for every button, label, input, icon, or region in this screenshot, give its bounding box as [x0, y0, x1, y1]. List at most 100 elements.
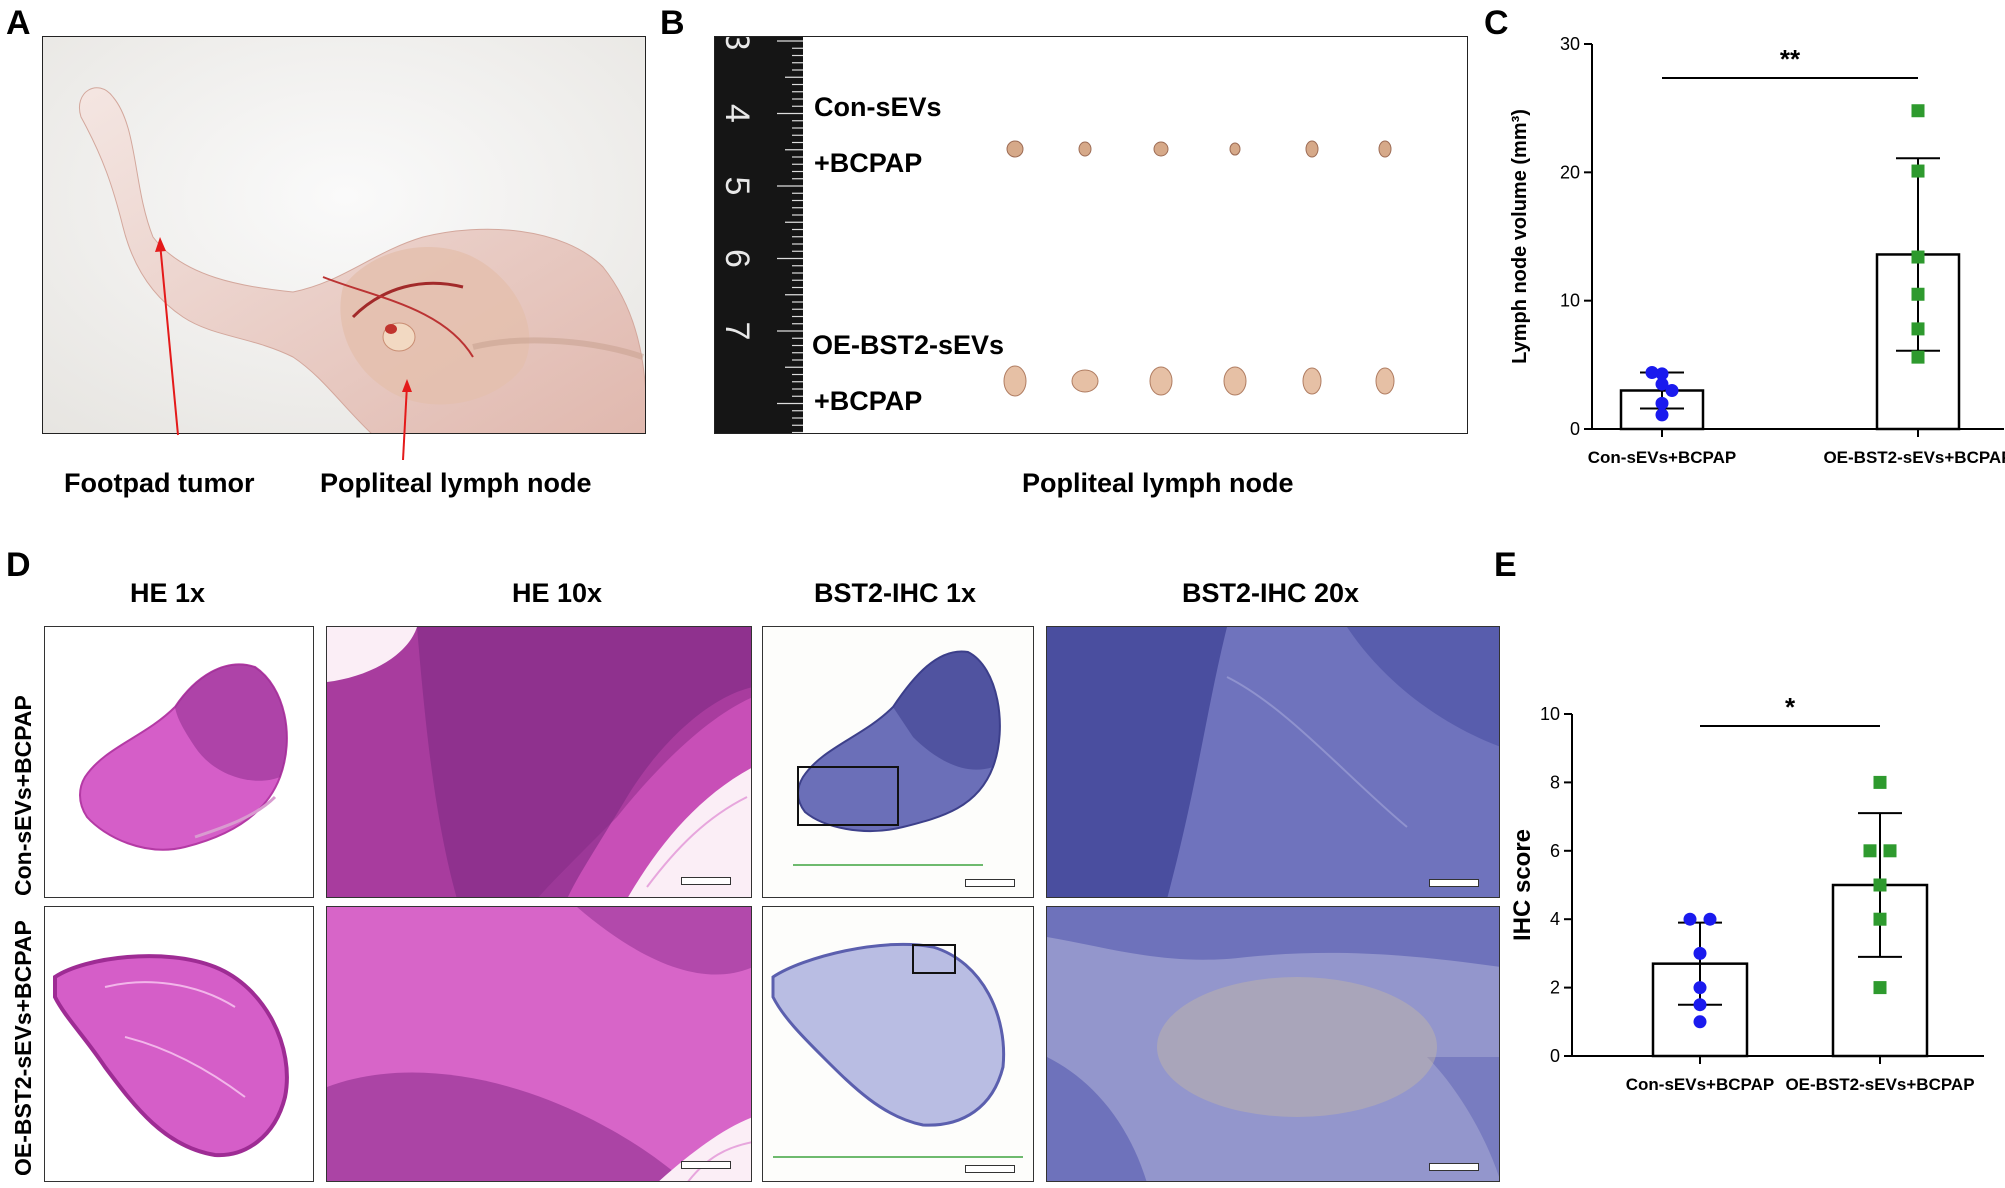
- footpad-tumor-label: Footpad tumor: [64, 468, 255, 498]
- x-category-label: Con-sEVs+BCPAP: [1588, 448, 1736, 467]
- he-10x-oe: [326, 906, 752, 1182]
- y-tick-label: 0: [1570, 419, 1580, 439]
- data-point-oe: [1911, 322, 1925, 336]
- row-label-oe-container: OE-BST2-sEVs+BCPAP: [6, 906, 36, 1176]
- chart-lymph-node-volume: 0 10 20 30 Lymph node volume (mm³) Con-sEVs+B…: [1509, 34, 2005, 467]
- data-point-con: [1693, 946, 1707, 960]
- data-point-oe: [1911, 250, 1925, 264]
- data-point-con: [1655, 367, 1669, 381]
- scale-bar: [681, 877, 731, 885]
- data-point-con: [1645, 366, 1659, 380]
- x-category-label: OE-BST2-sEVs+BCPAP: [1823, 448, 2005, 467]
- data-point-oe: [1883, 844, 1897, 858]
- panel-b-caption: Popliteal lymph node: [1022, 468, 1294, 498]
- y-tick-label: 10: [1560, 291, 1580, 311]
- ruler: 3 4 5 6 7: [715, 37, 803, 433]
- y-tick-label: 6: [1550, 841, 1560, 861]
- y-tick-label: 10: [1540, 704, 1560, 724]
- popliteal-lymph-node-label: Popliteal lymph node: [320, 468, 592, 498]
- group2-label-line1: OE-BST2-sEVs: [812, 330, 1005, 360]
- scale-bar: [965, 1165, 1015, 1173]
- lymph-node-oe: [1375, 367, 1395, 395]
- y-tick-label: 2: [1550, 978, 1560, 998]
- ihc-20x-con: [1046, 626, 1500, 898]
- he-1x-con: [44, 626, 314, 898]
- ruler-number: 5: [718, 177, 756, 196]
- panel-b-letter: B: [660, 4, 685, 42]
- lymph-node-oe: [1149, 366, 1173, 396]
- significance-marker: **: [1780, 44, 1801, 74]
- panel-a-arrows: [155, 237, 412, 461]
- lymph-node-oe: [1223, 366, 1247, 396]
- y-tick-label: 4: [1550, 909, 1560, 929]
- group1-label-line2: +BCPAP: [814, 148, 923, 178]
- row-label-con: Con-sEVs+BCPAP: [10, 695, 36, 896]
- data-point-oe: [1873, 912, 1887, 926]
- group2-label-line2: +BCPAP: [814, 386, 923, 416]
- panel-a-letter: A: [6, 4, 31, 42]
- x-category-label: OE-BST2-sEVs+BCPAP: [1785, 1075, 1974, 1094]
- data-point-oe: [1873, 981, 1887, 995]
- data-point-oe: [1911, 287, 1925, 301]
- col-header-ihc-1x: BST2-IHC 1x: [814, 578, 977, 608]
- ihc-20x-oe: [1046, 906, 1500, 1182]
- data-point-con: [1693, 981, 1707, 995]
- data-point-oe: [1911, 350, 1925, 364]
- group1-label-line1: Con-sEVs: [814, 92, 942, 122]
- panel-d-letter: D: [6, 546, 31, 584]
- data-point-con: [1703, 912, 1717, 926]
- scale-bar: [681, 1161, 731, 1169]
- y-tick-label: 20: [1560, 162, 1580, 182]
- data-point-con: [1683, 912, 1697, 926]
- row-label-oe: OE-BST2-sEVs+BCPAP: [10, 920, 36, 1176]
- lymph-node-samples: [1003, 140, 1395, 397]
- scale-bar: [965, 879, 1015, 887]
- data-point-oe: [1911, 104, 1925, 118]
- chart-ihc-score: 0 2 4 6 8 10 IHC score Con-sEVs+BCPAP OE-BST2-sE…: [1509, 692, 1984, 1094]
- data-point-con: [1655, 377, 1669, 391]
- col-header-ihc-20x: BST2-IHC 20x: [1182, 578, 1360, 608]
- data-point-con: [1655, 396, 1669, 410]
- ihc-1x-con: [762, 626, 1034, 898]
- y-tick-label: 30: [1560, 34, 1580, 54]
- y-tick-label: 0: [1550, 1046, 1560, 1066]
- lymph-node-con: [1378, 140, 1392, 158]
- lymph-node-con: [1305, 140, 1319, 158]
- data-point-oe: [1863, 844, 1877, 858]
- scale-bar: [1429, 1163, 1479, 1171]
- ruler-number: 7: [718, 322, 756, 341]
- ruler-number: 3: [718, 37, 756, 50]
- panel-e-letter: E: [1494, 546, 1517, 584]
- y-axis-label: Lymph node volume (mm³): [1509, 109, 1531, 364]
- data-point-con: [1693, 1015, 1707, 1029]
- lymph-node-con: [1153, 141, 1169, 157]
- lymph-node-con: [1229, 142, 1241, 156]
- data-point-oe: [1911, 164, 1925, 178]
- row-label-con-container: Con-sEVs+BCPAP: [6, 626, 36, 896]
- y-tick-label: 8: [1550, 772, 1560, 792]
- significance-marker: *: [1785, 692, 1796, 722]
- data-point-con: [1693, 998, 1707, 1012]
- mouse-leg-illustration: [43, 37, 645, 433]
- lymph-node-con: [1078, 141, 1092, 157]
- lymph-node-photo: 3 4 5 6 7: [714, 36, 1468, 434]
- y-axis-label: IHC score: [1509, 829, 1536, 941]
- ruler-ticks: 3 4 5 6 7: [718, 37, 803, 433]
- lymph-node-oe: [1003, 365, 1027, 397]
- x-category-label: Con-sEVs+BCPAP: [1626, 1075, 1774, 1094]
- he-10x-con: [326, 626, 752, 898]
- data-point-oe: [1873, 775, 1887, 789]
- lymph-node-con: [1006, 140, 1024, 158]
- lymph-node-oe: [1302, 367, 1322, 395]
- scale-bar: [1429, 879, 1479, 887]
- ruler-number: 4: [718, 104, 756, 123]
- col-header-he-1x: HE 1x: [130, 578, 206, 608]
- data-point-oe: [1873, 878, 1887, 892]
- panel-c-letter: C: [1484, 4, 1509, 42]
- col-header-he-10x: HE 10x: [512, 578, 603, 608]
- data-point-con: [1665, 384, 1679, 397]
- ihc-1x-oe: [762, 906, 1034, 1182]
- footpad-photo: [42, 36, 646, 434]
- he-1x-oe: [44, 906, 314, 1182]
- lymph-node-oe: [1071, 369, 1099, 393]
